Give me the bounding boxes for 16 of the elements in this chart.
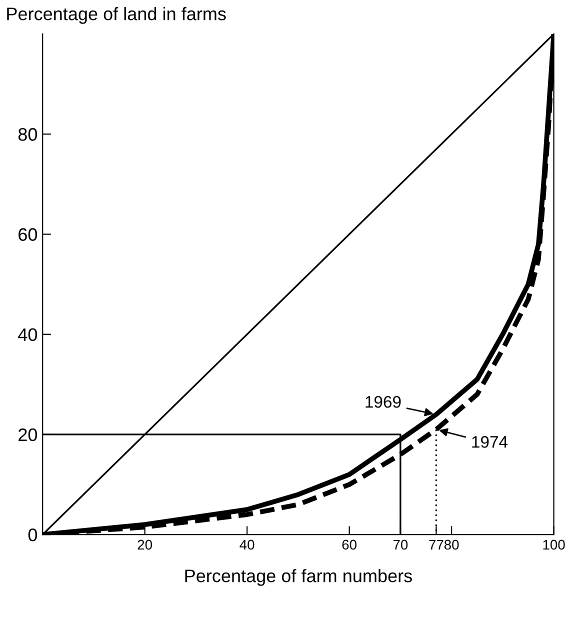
x-tick-label: 77 <box>429 540 444 550</box>
y-tick-label: 0 <box>28 528 38 542</box>
x-tick-label: 20 <box>138 540 152 550</box>
x-tick-label: 100 <box>543 540 565 550</box>
x-tick-label: 70 <box>393 540 408 550</box>
y-tick-label: 60 <box>18 228 38 241</box>
y-tick-label: 20 <box>18 428 38 442</box>
y-tick-label: 80 <box>18 128 38 141</box>
x-tick-label: 40 <box>240 540 254 550</box>
x-axis-title: Percentage of farm numbers <box>185 569 412 586</box>
annotation: 1969 <box>366 396 401 408</box>
x-tick-label: 80 <box>444 540 459 550</box>
x-tick-label: 60 <box>342 540 356 550</box>
annotation: 1974 <box>472 436 508 448</box>
y-tick-label: 40 <box>18 328 38 342</box>
y-axis-title: Percentage of land in farms <box>7 7 226 24</box>
